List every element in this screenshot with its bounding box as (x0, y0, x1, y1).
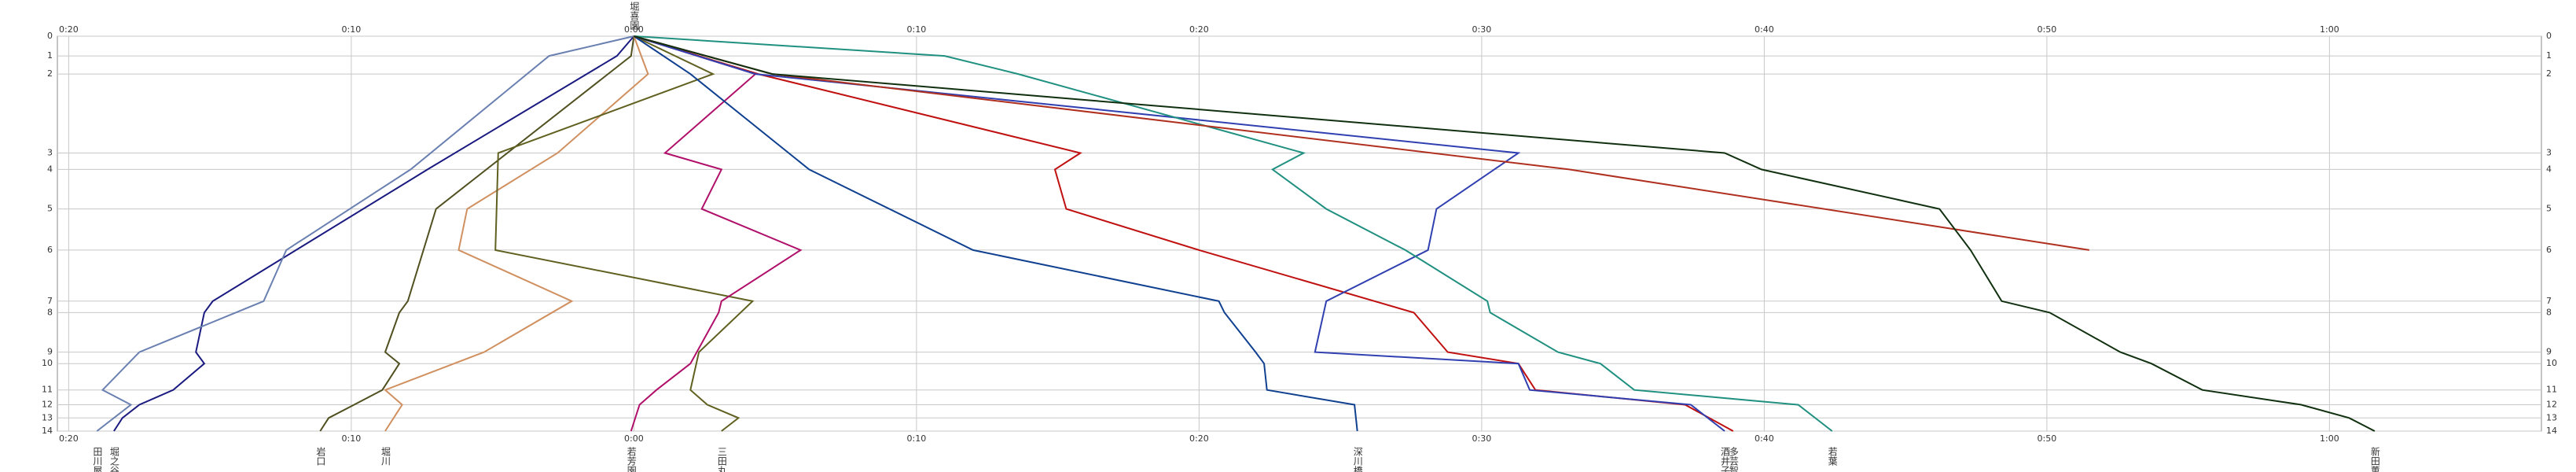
train-label: 多芸智 (1728, 447, 1739, 472)
x-tick-label-bottom: 1:00 (2320, 433, 2339, 444)
x-tick-label-top: 0:20 (59, 24, 79, 35)
x-tick-label-top: 0:20 (1189, 24, 1209, 35)
y-tick-label-right: 7 (2546, 296, 2552, 306)
x-tick-label-top: 0:30 (1472, 24, 1492, 35)
x-tick-label-bottom: 0:10 (342, 433, 362, 444)
train-line (113, 35, 635, 432)
y-tick-label-left: 1 (47, 50, 53, 61)
train-label: 三田丸 (716, 447, 727, 472)
x-tick-label-top: 0:40 (1755, 24, 1774, 35)
y-tick-label-right: 1 (2546, 50, 2552, 61)
train-label: 若葉 (1827, 447, 1838, 466)
train-line (634, 35, 1734, 432)
y-tick-label-right: 2 (2546, 68, 2552, 79)
train-line (634, 35, 2376, 432)
train-line (634, 35, 1833, 432)
train-label: 深川橋 (1352, 447, 1363, 472)
y-tick-label-right: 3 (2546, 148, 2552, 158)
x-tick-label-bottom: 0:50 (2038, 433, 2057, 444)
x-tick-label-bottom: 0:40 (1755, 433, 1774, 444)
y-tick-label-right: 8 (2546, 307, 2552, 317)
train-label: 若芳園 (626, 447, 637, 472)
origin-label: 堀喜園 (629, 1, 640, 30)
x-tick-label-bottom: 0:00 (624, 433, 644, 444)
x-tick-label-bottom: 0:10 (907, 433, 927, 444)
x-tick-label-top: 0:10 (907, 24, 927, 35)
y-tick-label-right: 9 (2546, 347, 2552, 357)
y-tick-label-right: 14 (2546, 426, 2557, 436)
y-tick-label-right: 10 (2546, 358, 2557, 368)
train-line (494, 35, 755, 432)
y-tick-label-left: 2 (47, 68, 53, 79)
y-tick-label-left: 12 (42, 400, 53, 410)
train-label: 新田薫 (2369, 446, 2380, 472)
y-tick-label-left: 4 (47, 164, 53, 174)
train-label: 堀之谷 (108, 446, 119, 472)
y-tick-label-right: 5 (2546, 204, 2552, 214)
train-label: 酒井子 (1720, 447, 1731, 472)
y-tick-label-left: 0 (47, 31, 53, 41)
train-line (384, 35, 649, 432)
y-tick-label-right: 12 (2546, 400, 2557, 410)
train-line (634, 35, 1725, 432)
x-tick-label-top: 0:10 (342, 24, 362, 35)
y-tick-label-left: 14 (42, 426, 53, 436)
y-tick-label-right: 6 (2546, 245, 2552, 255)
train-line (319, 35, 635, 432)
train-line (633, 35, 1358, 432)
y-tick-label-right: 11 (2546, 385, 2557, 395)
y-tick-label-left: 9 (47, 347, 53, 357)
y-tick-label-left: 13 (42, 412, 53, 422)
x-tick-label-bottom: 0:20 (59, 433, 79, 444)
train-line (96, 35, 634, 432)
y-tick-label-left: 3 (47, 148, 53, 158)
x-tick-label-top: 0:00 (624, 24, 644, 35)
train-label: 堀川 (380, 446, 391, 466)
x-tick-label-bottom: 0:20 (1189, 433, 1209, 444)
y-tick-label-right: 0 (2546, 31, 2552, 41)
train-line (634, 35, 2089, 251)
x-tick-label-top: 0:50 (2038, 24, 2057, 35)
y-tick-label-left: 5 (47, 204, 53, 214)
train-label: 田川屋 (92, 447, 103, 472)
x-tick-label-top: 1:00 (2320, 24, 2339, 35)
y-tick-label-left: 7 (47, 296, 53, 306)
y-tick-label-left: 11 (42, 385, 53, 395)
y-tick-label-left: 8 (47, 307, 53, 317)
y-tick-label-left: 10 (42, 358, 53, 368)
y-tick-label-right: 4 (2546, 164, 2552, 174)
train-label: 岩口 (315, 446, 326, 466)
train-line (630, 35, 803, 432)
y-tick-label-right: 13 (2546, 412, 2557, 422)
x-tick-label-bottom: 0:30 (1472, 433, 1492, 444)
y-tick-label-left: 6 (47, 245, 53, 255)
